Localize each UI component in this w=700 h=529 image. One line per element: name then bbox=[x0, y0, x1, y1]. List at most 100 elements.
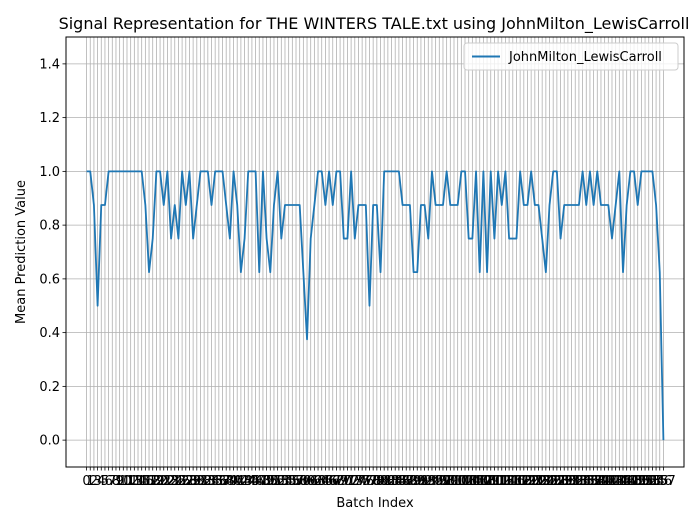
x-tick-label: 31 bbox=[192, 474, 209, 489]
x-tick-label: 119 bbox=[511, 474, 536, 489]
series-line bbox=[86, 170, 665, 441]
x-tick-label: 128 bbox=[544, 474, 569, 489]
x-tick-label: 144 bbox=[603, 474, 628, 489]
x-tick-label: 55 bbox=[280, 474, 297, 489]
x-tick-label: 73 bbox=[347, 474, 364, 489]
chart-title: Signal Representation for THE WINTERS TA… bbox=[59, 14, 690, 34]
x-tick-label: 118 bbox=[508, 474, 533, 489]
x-tick-label: 24 bbox=[166, 474, 183, 489]
x-tick-label: 32 bbox=[196, 474, 213, 489]
x-tick-label: 27 bbox=[178, 474, 195, 489]
x-tick-label: 95 bbox=[427, 474, 444, 489]
x-tick-label: 13 bbox=[126, 474, 143, 489]
x-tick-label: 141 bbox=[592, 474, 617, 489]
x-tick-label: 30 bbox=[189, 474, 206, 489]
x-tick-label: 150 bbox=[625, 474, 650, 489]
x-tick-label: 123 bbox=[526, 474, 551, 489]
x-tick-label: 62 bbox=[306, 474, 323, 489]
series-layer bbox=[86, 170, 665, 441]
x-tick-label: 23 bbox=[163, 474, 180, 489]
x-tick-label: 82 bbox=[380, 474, 397, 489]
x-tick-label: 156 bbox=[647, 474, 672, 489]
x-tick-label: 10 bbox=[115, 474, 132, 489]
x-tick-label: 69 bbox=[332, 474, 349, 489]
x-tick-label: 63 bbox=[310, 474, 327, 489]
x-tick-label: 7 bbox=[108, 474, 116, 489]
x-tick-label: 14 bbox=[130, 474, 147, 489]
x-tick-label: 76 bbox=[358, 474, 375, 489]
x-tick-label: 135 bbox=[570, 474, 595, 489]
x-tick-label: 35 bbox=[207, 474, 224, 489]
x-tick-label: 45 bbox=[244, 474, 261, 489]
x-tick-label: 72 bbox=[343, 474, 360, 489]
x-tick-label: 22 bbox=[159, 474, 176, 489]
y-tick-label: 0.4 bbox=[39, 326, 60, 341]
x-tick-label: 4 bbox=[97, 474, 105, 489]
y-tick-label: 0.8 bbox=[39, 219, 60, 234]
x-tick-label: 46 bbox=[247, 474, 264, 489]
x-tick-label: 17 bbox=[141, 474, 158, 489]
x-tick-label: 6 bbox=[104, 474, 112, 489]
y-axis-ticks: 0.0 0.2 0.4 0.6 0.8 1.0 1.2 1.4 bbox=[39, 57, 66, 449]
x-tick-label: 26 bbox=[174, 474, 191, 489]
x-tick-label: 65 bbox=[317, 474, 334, 489]
x-tick-label: 108 bbox=[471, 474, 496, 489]
x-tick-label: 126 bbox=[537, 474, 562, 489]
x-axis-ticks: 0123456789101112131415161718192021222324… bbox=[82, 467, 676, 489]
x-tick-label: 79 bbox=[369, 474, 386, 489]
x-tick-label: 125 bbox=[533, 474, 558, 489]
x-tick-label: 133 bbox=[563, 474, 588, 489]
x-tick-label: 112 bbox=[486, 474, 511, 489]
x-tick-label: 121 bbox=[519, 474, 544, 489]
x-tick-label: 12 bbox=[122, 474, 139, 489]
x-tick-label: 42 bbox=[233, 474, 250, 489]
x-tick-label: 74 bbox=[350, 474, 367, 489]
x-tick-label: 1 bbox=[86, 474, 94, 489]
x-tick-label: 38 bbox=[218, 474, 235, 489]
x-tick-label: 68 bbox=[328, 474, 345, 489]
x-tick-label: 61 bbox=[302, 474, 319, 489]
x-tick-label: 120 bbox=[515, 474, 540, 489]
x-tick-label: 54 bbox=[277, 474, 294, 489]
y-tick-label: 0.2 bbox=[39, 380, 60, 395]
legend-box bbox=[463, 42, 679, 71]
x-tick-label: 148 bbox=[618, 474, 643, 489]
plot-area-frame bbox=[65, 36, 685, 468]
x-tick-label: 89 bbox=[405, 474, 422, 489]
grid-lines bbox=[66, 37, 684, 467]
x-tick-label: 124 bbox=[530, 474, 555, 489]
x-tick-label: 25 bbox=[170, 474, 187, 489]
x-tick-label: 146 bbox=[611, 474, 636, 489]
y-tick-label: 1.0 bbox=[39, 165, 60, 180]
x-tick-label: 36 bbox=[211, 474, 228, 489]
x-tick-label: 111 bbox=[482, 474, 507, 489]
x-tick-label: 15 bbox=[133, 474, 150, 489]
x-tick-label: 18 bbox=[144, 474, 161, 489]
x-tick-label: 103 bbox=[453, 474, 478, 489]
x-tick-label: 104 bbox=[456, 474, 481, 489]
x-tick-label: 56 bbox=[284, 474, 301, 489]
x-tick-label: 92 bbox=[416, 474, 433, 489]
x-tick-label: 129 bbox=[548, 474, 573, 489]
x-tick-label: 134 bbox=[567, 474, 592, 489]
x-tick-label: 33 bbox=[200, 474, 217, 489]
y-tick-label: 1.2 bbox=[39, 111, 60, 126]
x-tick-label: 37 bbox=[214, 474, 231, 489]
x-tick-label: 44 bbox=[240, 474, 257, 489]
x-tick-label: 97 bbox=[435, 474, 452, 489]
x-tick-label: 90 bbox=[409, 474, 426, 489]
x-tick-label: 48 bbox=[255, 474, 272, 489]
x-tick-label: 39 bbox=[222, 474, 239, 489]
x-tick-label: 40 bbox=[225, 474, 242, 489]
x-tick-label: 2 bbox=[90, 474, 98, 489]
x-tick-label: 59 bbox=[295, 474, 312, 489]
x-tick-label: 110 bbox=[478, 474, 503, 489]
x-tick-label: 47 bbox=[251, 474, 268, 489]
x-tick-label: 71 bbox=[339, 474, 356, 489]
x-tick-label: 152 bbox=[633, 474, 658, 489]
x-tick-label: 142 bbox=[596, 474, 621, 489]
x-tick-label: 29 bbox=[185, 474, 202, 489]
x-tick-label: 93 bbox=[420, 474, 437, 489]
x-tick-label: 81 bbox=[376, 474, 393, 489]
